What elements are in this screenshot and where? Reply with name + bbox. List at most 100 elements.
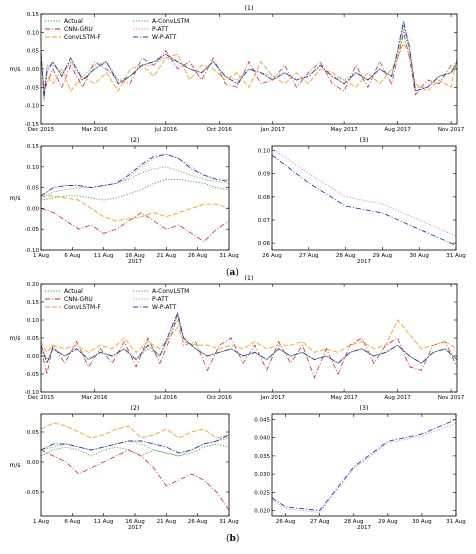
legend-label-cnn-gru: CNN-GRU xyxy=(64,296,93,303)
x-tick-label: Dec 2015 xyxy=(28,395,55,401)
plot-frame xyxy=(40,283,458,393)
y-tick-label: 0.00 xyxy=(27,354,40,360)
series-line-p-att xyxy=(41,153,229,197)
chart-b2: (2) -0.05 0.00 0.05 1 Aug 6 Aug 11 Aug 16 Aug 21… xyxy=(10,404,239,531)
x-tick-label: Aug 2017 xyxy=(384,395,411,401)
series-line-convlstm-f xyxy=(41,195,229,222)
x-tick-label: 26 Aug xyxy=(188,519,208,525)
x-tick-label: Nov 2017 xyxy=(438,127,465,133)
series-line-cnn-gru xyxy=(41,449,229,511)
x-axis-label: 2017 xyxy=(357,525,371,531)
y-tick-label: 0.040 xyxy=(254,436,270,442)
x-tick-label: 31 Aug xyxy=(219,253,239,259)
x-tick-label: 26 Aug xyxy=(262,253,282,259)
legend-label-actual: Actual xyxy=(64,288,83,295)
chart-b3: (3) 0.020 0.025 0.030 0.035 0.040 0.045 26 Aug 2… xyxy=(254,404,466,531)
y-tick-label: 0.10 xyxy=(258,149,271,155)
y-tick-label: 0.020 xyxy=(254,509,270,515)
y-tick-label: 0.05 xyxy=(27,336,40,342)
chart-title: (3) xyxy=(359,404,368,412)
y-tick-label: 0.09 xyxy=(258,172,271,178)
series-line-actual xyxy=(41,178,229,201)
x-tick-label: 31 Aug xyxy=(446,253,466,259)
x-tick-label: Oct 2016 xyxy=(207,127,233,133)
x-tick-label: 1 Aug xyxy=(33,253,49,259)
legend-label-p-att: P-ATT xyxy=(152,296,169,303)
y-tick-label: 0.15 xyxy=(27,12,40,18)
y-tick-label: -0.10 xyxy=(25,104,40,110)
y-axis-label: m/s xyxy=(10,66,21,73)
x-tick-label: 27 Aug xyxy=(310,519,330,525)
series-line-cnn-gru xyxy=(41,32,457,96)
x-tick-label: Nov 2017 xyxy=(438,395,465,401)
y-tick-label: -0.05 xyxy=(25,85,40,91)
legend-label-cnn-gru: CNN-GRU xyxy=(64,26,93,33)
plot-frame xyxy=(271,145,457,251)
x-tick-label: 11 Aug xyxy=(94,519,114,525)
chart-title: (1) xyxy=(244,4,253,12)
series-line-w-p-att xyxy=(272,154,456,246)
y-tick-label: 0.20 xyxy=(27,282,40,288)
series-line-w-p-att xyxy=(41,434,229,454)
x-tick-label: 6 Aug xyxy=(64,253,80,259)
x-tick-label: 1 Aug xyxy=(33,519,49,525)
y-tick-label: 0.05 xyxy=(27,49,40,55)
y-tick-label: 0.10 xyxy=(27,165,40,171)
x-axis-label: 2017 xyxy=(128,525,142,531)
chart-a1: (1) -0.15 -0.10 -0.05 0.00 0.05 0.10 0.15 Dec 20… xyxy=(10,4,465,133)
x-tick-label: 29 Aug xyxy=(378,519,398,525)
legend-label-a-convlstm: A-ConvLSTM xyxy=(152,288,189,295)
series-line-cnn-gru xyxy=(41,312,457,379)
series-line-p-att xyxy=(41,434,229,454)
figure-label-a: (a) xyxy=(226,268,239,278)
y-tick-label: -0.05 xyxy=(25,490,40,496)
series-line-w-p-att xyxy=(41,21,457,99)
series-line-w-p-att xyxy=(41,153,229,197)
x-tick-label: 11 Aug xyxy=(94,253,114,259)
legend-label-convlstm-f: ConvLSTM-F xyxy=(64,304,101,311)
series-line-convlstm-f xyxy=(41,422,229,439)
y-axis-label: m/s xyxy=(10,195,21,202)
x-tick-label: 26 Aug xyxy=(188,253,208,259)
x-tick-label: 28 Aug xyxy=(344,519,364,525)
y-tick-label: 0.05 xyxy=(27,186,40,192)
x-tick-label: 21 Aug xyxy=(157,253,177,259)
x-tick-label: Mar 2016 xyxy=(81,127,108,133)
x-tick-label: Jul 2016 xyxy=(154,395,178,401)
y-tick-label: -0.05 xyxy=(25,227,40,233)
y-tick-label: 0.06 xyxy=(258,241,271,247)
chart-title: (3) xyxy=(359,136,368,144)
series-line-a-convlstm xyxy=(41,166,229,199)
x-axis-label: 2017 xyxy=(357,259,371,265)
legend-label-p-att: P-ATT xyxy=(152,26,169,33)
y-tick-label: 0.08 xyxy=(258,195,271,201)
y-tick-label: 0.10 xyxy=(27,318,40,324)
y-tick-label: 0.05 xyxy=(27,430,40,436)
y-tick-label: 0.07 xyxy=(258,218,271,224)
x-tick-label: Mar 2016 xyxy=(81,395,108,401)
x-tick-label: 30 Aug xyxy=(409,253,429,259)
y-tick-label: 0.045 xyxy=(254,417,270,423)
x-tick-label: Jan 2017 xyxy=(260,127,286,133)
y-tick-label: -0.10 xyxy=(25,248,40,254)
x-tick-label: May 2017 xyxy=(331,127,359,133)
y-axis-label: m/s xyxy=(10,335,21,342)
series-line-w-p-att xyxy=(41,311,457,365)
chart-title: (2) xyxy=(130,136,139,144)
x-tick-label: 29 Aug xyxy=(373,253,393,259)
y-tick-label: -0.10 xyxy=(25,390,40,396)
series-line-convlstm-f xyxy=(41,42,457,92)
x-tick-label: 26 Aug xyxy=(276,519,296,525)
y-tick-label: 0.025 xyxy=(254,490,270,496)
x-tick-label: Jan 2017 xyxy=(260,395,286,401)
y-tick-label: 0.00 xyxy=(27,67,40,73)
y-tick-label: 0.10 xyxy=(27,30,40,36)
y-tick-label: 0.15 xyxy=(27,300,40,306)
y-tick-label: 0.15 xyxy=(27,144,40,150)
legend-label-a-convlstm: A-ConvLSTM xyxy=(152,18,189,25)
x-axis-label: 2017 xyxy=(128,259,142,265)
legend-label-w-p-att: W-P-ATT xyxy=(152,304,177,311)
x-tick-label: 6 Aug xyxy=(64,519,80,525)
y-axis-label: m/s xyxy=(10,462,21,469)
